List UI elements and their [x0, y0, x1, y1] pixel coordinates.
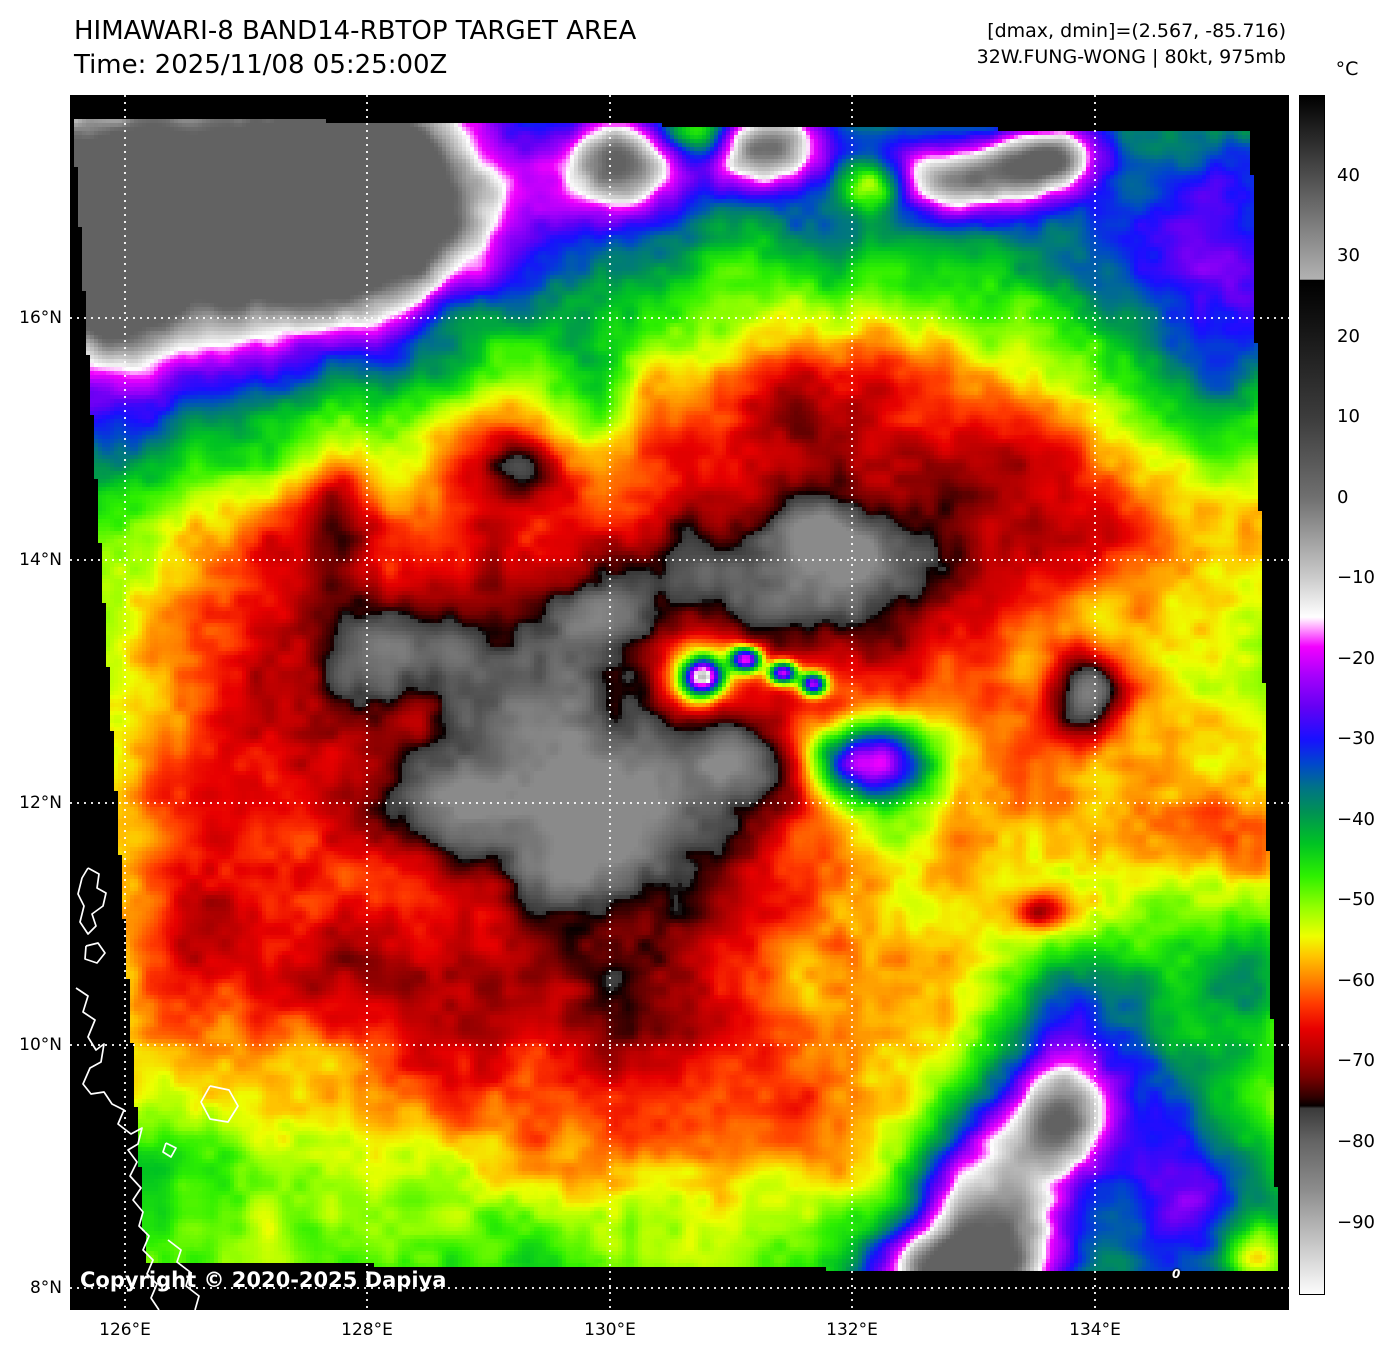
lat-tick-label: 16°N — [19, 308, 62, 328]
lat-tick-label: 10°N — [19, 1035, 62, 1055]
copyright-text: Copyright © 2020-2025 Dapiya — [80, 1268, 447, 1292]
lon-tick-label: 128°E — [341, 1320, 393, 1340]
storm-info-label: 32W.FUNG-WONG | 80kt, 975mb — [976, 46, 1286, 68]
lat-tick-label: 8°N — [29, 1278, 62, 1298]
lat-tick-label: 12°N — [19, 793, 62, 813]
colorbar-tick-label: 0 — [1337, 486, 1349, 508]
colorbar-unit-label: °C — [1335, 58, 1359, 80]
dmax-dmin-label: [dmax, dmin]=(2.567, -85.716) — [987, 20, 1286, 42]
colorbar-tick-label: −50 — [1337, 889, 1375, 911]
colorbar-tick-label: −20 — [1337, 647, 1375, 669]
colorbar-tick-label: −30 — [1337, 728, 1375, 750]
timestamp-label: Time: 2025/11/08 05:25:00Z — [74, 50, 448, 80]
colorbar-tick-label: −60 — [1337, 969, 1375, 991]
map-plot-area: Copyright © 2020-2025 Dapiya 0 — [70, 95, 1289, 1310]
lon-tick-label: 130°E — [584, 1320, 636, 1340]
colorbar-tick-label: 20 — [1337, 325, 1360, 347]
colorbar-tick-label: 30 — [1337, 245, 1360, 267]
colorbar-tick-label: −90 — [1337, 1211, 1375, 1233]
lon-tick-label: 132°E — [826, 1320, 878, 1340]
page-title: HIMAWARI-8 BAND14-RBTOP TARGET AREA — [74, 16, 637, 46]
contour-label: 0 — [1172, 1267, 1181, 1281]
lon-tick-label: 126°E — [99, 1320, 151, 1340]
colorbar — [1299, 95, 1325, 1295]
colorbar-tick-label: −70 — [1337, 1050, 1375, 1072]
lon-tick-label: 134°E — [1069, 1320, 1121, 1340]
colorbar-tick-label: −40 — [1337, 808, 1375, 830]
colorbar-tick-label: 10 — [1337, 406, 1360, 428]
satellite-image-canvas — [70, 95, 1289, 1310]
colorbar-tick-label: −80 — [1337, 1130, 1375, 1152]
lat-tick-label: 14°N — [19, 550, 62, 570]
colorbar-tick-label: 40 — [1337, 164, 1360, 186]
colorbar-tick-label: −10 — [1337, 567, 1375, 589]
